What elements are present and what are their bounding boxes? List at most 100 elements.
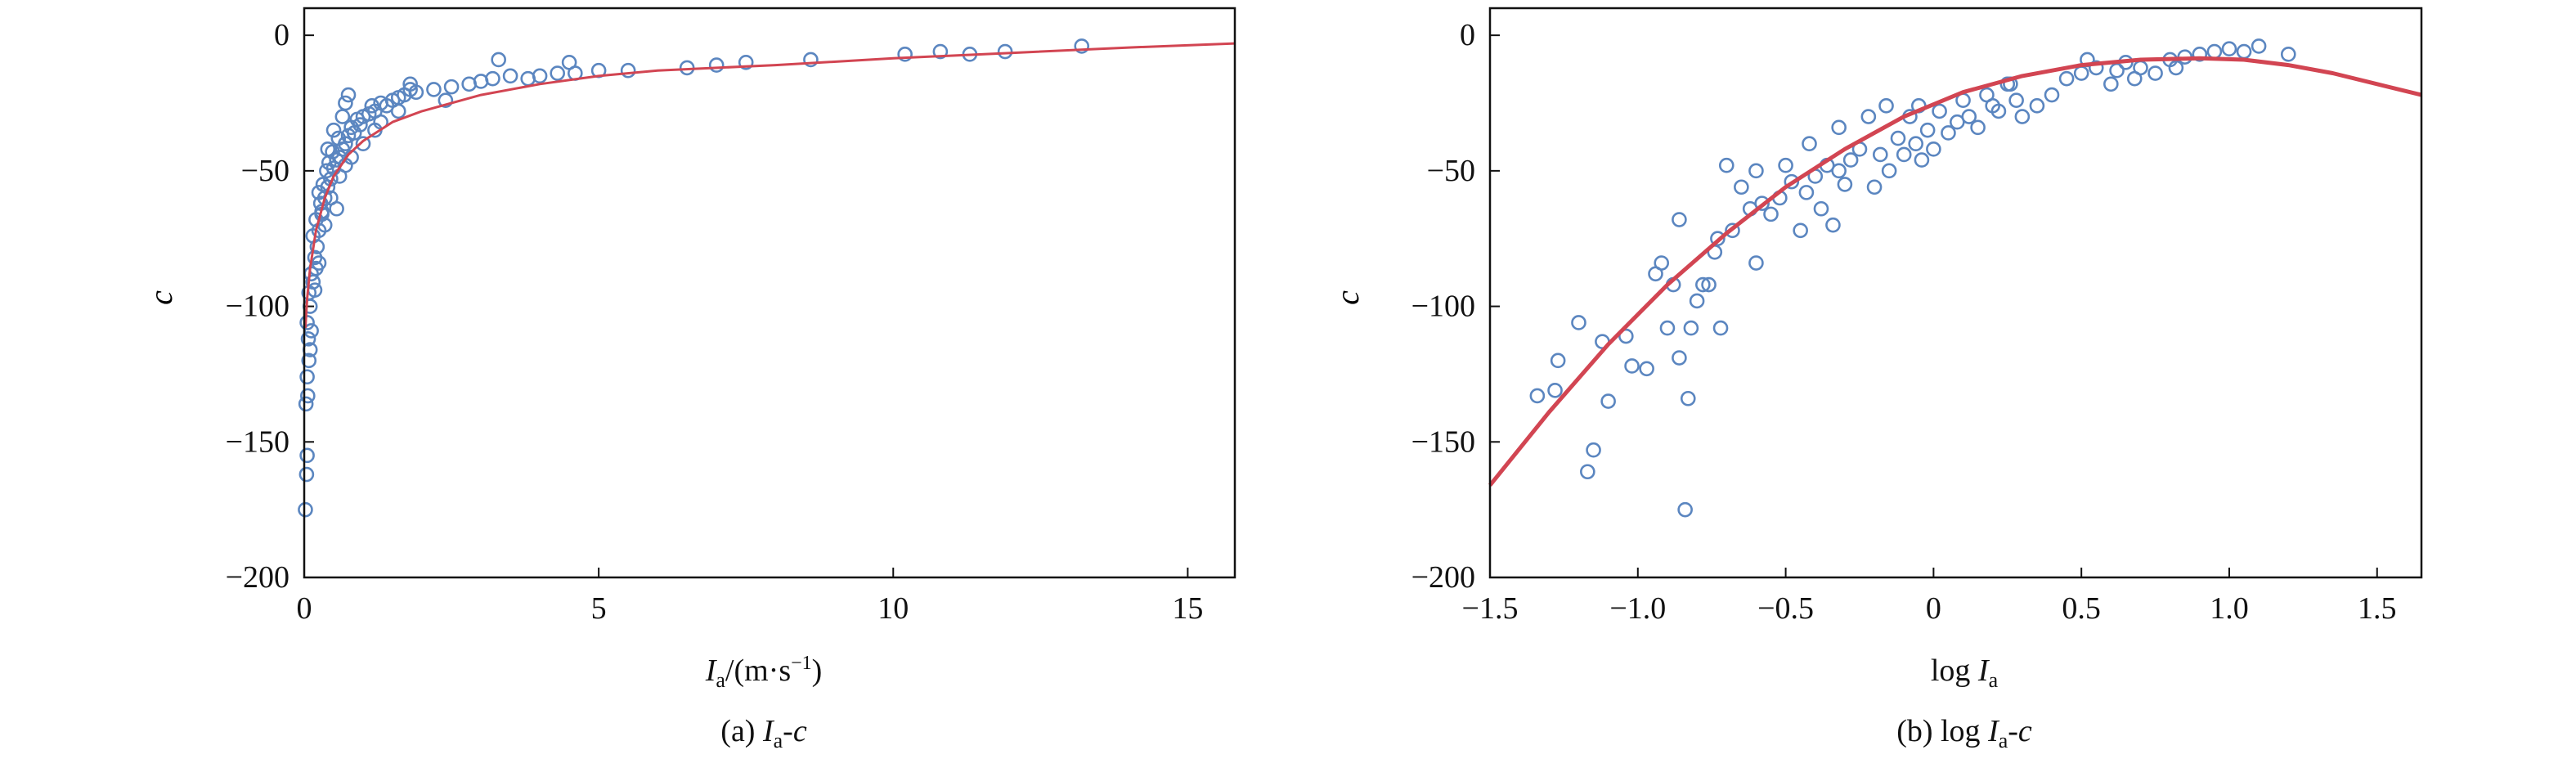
chart-b-data-point [1941, 125, 1956, 141]
chart-b-data-point [1748, 255, 1764, 271]
chart-b-x-tick-label: −1.0 [1609, 591, 1666, 626]
chart-a-data-point [311, 255, 327, 271]
chart-a-data-point [329, 200, 344, 217]
chart-b-data-point [1725, 222, 1740, 239]
chart-b-y-tick-label: −200 [1411, 560, 1475, 595]
chart-a-caption: (a) Ia-c [720, 714, 807, 752]
chart-a-data-point [298, 466, 315, 483]
chart-b-data-point [1778, 157, 1793, 173]
chart-b-data-point [1793, 222, 1808, 239]
chart-b-data-point [1926, 141, 1941, 157]
chart-b-data-point [2088, 60, 2104, 76]
chart-a-data-point [620, 62, 636, 79]
chart-a-data-point [334, 109, 351, 124]
chart-b-tick-layer: −1.5 −1.0 −0.5 0 0.5 1.0 1.5 0 −50 −100 −150 −200 [1411, 18, 2397, 626]
chart-b-y-tick-label: −100 [1411, 290, 1475, 324]
chart-b-data-point [1748, 163, 1764, 179]
chart-a-data-point [298, 501, 313, 518]
chart-b-data-point [1710, 231, 1726, 247]
chart-a-data-point [364, 98, 380, 114]
chart-a-tick-layer: 0 5 10 15 0 −50 −100 −150 −200 [226, 18, 1204, 626]
chart-b-data-point [1718, 157, 1735, 173]
chart-a-data-point [330, 130, 347, 146]
chart-a-data-point [426, 82, 442, 97]
chart-a-plot-frame [303, 7, 1236, 579]
chart-a-data-point [299, 369, 315, 385]
chart-a-data-point [390, 103, 406, 119]
chart-b-axes-layer [1488, 7, 2423, 579]
chart-b-data-point [1695, 276, 1711, 293]
chart-b-data-point [1919, 122, 1936, 138]
chart-a-x-tick-label: 5 [591, 591, 607, 626]
chart-b-data-point [1672, 350, 1687, 366]
chart-b-data-point [1831, 163, 1847, 179]
chart-a-y-tick-label: −100 [226, 290, 289, 324]
chart-b-data-point [1734, 179, 1749, 195]
chart-b-plot-frame [1488, 7, 2423, 579]
chart-a-data-point [738, 54, 754, 70]
chart-a-data-point [550, 65, 566, 81]
chart-b-data-point [1701, 276, 1717, 293]
chart-b-data-point [1580, 464, 1595, 480]
chart-a-data-point [502, 68, 518, 84]
chart-b-data-point [1878, 98, 1894, 114]
chart-a-data-point [325, 122, 342, 138]
chart-a-data-point [299, 447, 315, 464]
chart-b-data-point [1798, 185, 1815, 200]
chart-b-data-point [1866, 179, 1883, 195]
chart-a-data-point [402, 76, 418, 92]
chart-b-data-point [1689, 293, 1705, 309]
chart-b-data-point [2044, 87, 2060, 103]
chart-b-data-point [1654, 255, 1670, 271]
chart-a-fit-curve [303, 42, 1236, 329]
chart-b-x-tick-label: 1.5 [2358, 591, 2397, 626]
chart-a-data-point [897, 47, 913, 62]
chart-b-data-point [1529, 388, 1546, 404]
chart-b-data-point [1680, 390, 1696, 406]
chart-a-x-tick-label: 0 [297, 591, 312, 626]
chart-b-data-point [1639, 361, 1654, 377]
chart-b-data-point [1932, 103, 1947, 119]
chart-b-data-point [2133, 60, 2148, 76]
chart-a-data-point [997, 43, 1013, 60]
chart-b-data-point [2221, 41, 2237, 57]
chart-a-data-point [491, 52, 506, 68]
chart-a-data-point [1074, 38, 1090, 54]
chart-b-data-point [1896, 146, 1912, 163]
chart-b-data-point [1890, 130, 1906, 146]
chart-a-y-tick-label: −200 [226, 560, 289, 595]
chart-b-y-axis-title: c [1329, 290, 1366, 305]
chart-b-data-point [1802, 136, 1817, 152]
chart-b-data-point [1837, 177, 1853, 192]
chart-b-data-point [1672, 212, 1687, 227]
chart-a-data-point [340, 87, 357, 103]
chart-a-y-axis-title: c [142, 290, 179, 305]
chart-a-marker-layer [298, 38, 1090, 518]
chart-b-data-point [1914, 152, 1930, 168]
chart-a-data-point [298, 396, 314, 412]
chart-a-data-point [338, 95, 353, 111]
chart-a-y-tick-label: −150 [226, 424, 289, 459]
chart-a-data-point [932, 43, 949, 60]
chart-b-data-point [1550, 353, 1566, 369]
chart-a-x-tick-label: 10 [877, 591, 909, 626]
chart-b-data-point [1600, 393, 1616, 409]
chart-b-data-point [1825, 217, 1841, 233]
chart-a-data-point [301, 353, 317, 369]
chart-b-data-point [1961, 109, 1977, 124]
chart-b-data-point [1881, 163, 1897, 179]
chart-b-data-point [2168, 60, 2184, 76]
chart-a-data-point [438, 92, 454, 108]
chart-b-data-point [2236, 43, 2252, 60]
chart-b-y-tick-label: −150 [1411, 424, 1475, 459]
chart-a-y-tick-label: 0 [274, 18, 289, 52]
chart-b-data-point [2103, 76, 2119, 92]
chart-b-data-point [1813, 200, 1829, 217]
chart-b-data-point [1677, 501, 1693, 518]
chart-a-data-point [443, 79, 460, 95]
chart-b-data-point [1659, 320, 1676, 336]
chart-b-y-tick-label: −50 [1427, 154, 1475, 188]
chart-a-data-point [561, 54, 577, 70]
chart-a-data-point [300, 388, 316, 404]
chart-b-x-tick-label: −1.5 [1462, 591, 1519, 626]
